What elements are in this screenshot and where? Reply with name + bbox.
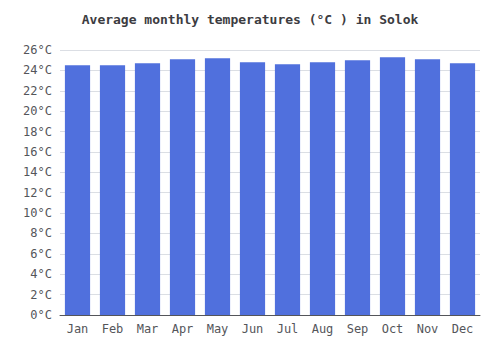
svg-text:Nov: Nov [417, 322, 439, 336]
svg-text:Dec: Dec [452, 322, 474, 336]
svg-text:Feb: Feb [102, 322, 124, 336]
svg-text:Jul: Jul [277, 322, 299, 336]
svg-text:May: May [207, 322, 229, 336]
svg-text:Mar: Mar [137, 322, 159, 336]
svg-text:8°C: 8°C [30, 226, 52, 240]
svg-text:22°C: 22°C [23, 84, 52, 98]
svg-text:Aug: Aug [312, 322, 334, 336]
svg-text:4°C: 4°C [30, 267, 52, 281]
svg-text:2°C: 2°C [30, 288, 52, 302]
svg-text:Sep: Sep [347, 322, 369, 336]
svg-text:Oct: Oct [382, 322, 404, 336]
svg-text:0°C: 0°C [30, 308, 52, 322]
svg-text:6°C: 6°C [30, 247, 52, 261]
svg-text:24°C: 24°C [23, 63, 52, 77]
svg-text:26°C: 26°C [23, 43, 52, 57]
svg-text:Apr: Apr [172, 322, 194, 336]
svg-text:10°C: 10°C [23, 206, 52, 220]
svg-text:18°C: 18°C [23, 125, 52, 139]
svg-text:16°C: 16°C [23, 145, 52, 159]
svg-text:Jan: Jan [67, 322, 89, 336]
svg-text:14°C: 14°C [23, 165, 52, 179]
svg-text:Average monthly temperatures (: Average monthly temperatures (°C ) in So… [82, 12, 419, 27]
svg-text:12°C: 12°C [23, 186, 52, 200]
svg-text:Jun: Jun [242, 322, 264, 336]
svg-text:20°C: 20°C [23, 104, 52, 118]
